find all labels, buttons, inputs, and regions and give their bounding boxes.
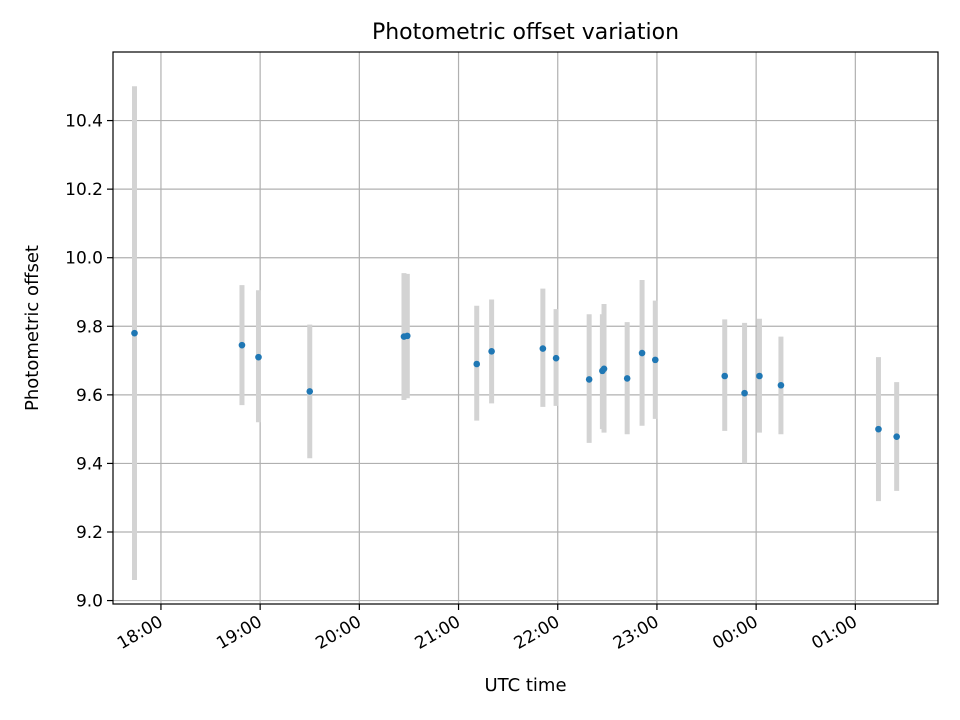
y-axis: 9.0 9.2 9.4 9.6 9.8 10.0 10.2 10.4 [65,112,113,612]
data-point [403,332,411,340]
data-points [131,329,900,440]
y-tick-label: 9.0 [76,592,103,612]
y-tick-label: 9.6 [76,386,103,406]
data-point [131,329,138,337]
plot-frame [112,51,939,605]
data-point [539,345,547,352]
data-point [651,356,659,364]
y-tick-label: 10.2 [65,180,103,200]
data-point [721,372,729,380]
data-point [638,349,646,357]
data-point [600,365,608,373]
data-point [585,376,593,383]
y-tick-label: 9.8 [76,317,103,337]
data-point [552,354,560,362]
data-point [875,425,882,433]
data-point [306,388,314,395]
data-point [473,360,481,368]
data-point [623,375,631,382]
y-tick-label: 9.4 [76,454,103,474]
y-tick-label: 10.0 [65,249,103,269]
data-point [255,353,262,361]
data-point [756,372,763,380]
data-point [741,389,748,397]
x-axis-label: UTC time [484,675,566,696]
data-point [777,381,785,389]
data-point [238,341,246,349]
y-tick-label: 9.2 [76,523,103,543]
data-point [893,433,900,440]
chart-title: Photometric offset variation [372,20,679,45]
data-point [488,348,495,355]
y-tick-label: 10.4 [65,112,103,132]
y-axis-label: Photometric offset [22,245,43,411]
